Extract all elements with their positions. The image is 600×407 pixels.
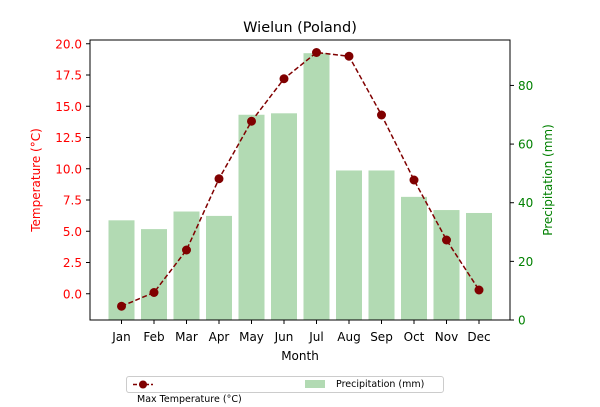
- legend-item-precipitation: Precipitation (mm): [305, 377, 424, 392]
- x-tick-label: Jul: [308, 330, 323, 344]
- x-tick-label: Oct: [404, 330, 425, 344]
- precip-bar-feb: [141, 229, 167, 320]
- left-y-tick-label: 10.0: [55, 162, 82, 176]
- legend-line-marker-icon: [133, 380, 153, 389]
- temp-point-dec: [474, 285, 484, 295]
- temp-point-sep: [377, 110, 386, 120]
- temp-point-jun: [279, 74, 289, 84]
- left-y-tick-label: 17.5: [55, 69, 82, 83]
- right-y-tick-label: 80: [518, 79, 533, 93]
- x-tick-label: Sep: [370, 330, 393, 344]
- left-y-tick-label: 2.5: [63, 256, 82, 270]
- x-tick-label: Aug: [337, 330, 360, 344]
- x-tick-label: Apr: [209, 330, 230, 344]
- x-tick-label: Dec: [467, 330, 490, 344]
- plot-frame: [89, 39, 511, 321]
- precip-bar-dec: [466, 212, 492, 320]
- temperature-line: [117, 48, 484, 311]
- right-y-tick-label: 60: [518, 138, 533, 152]
- x-tick-label: Mar: [175, 330, 198, 344]
- legend-item-temperature: Max Temperature (°C): [131, 377, 242, 405]
- left-y-tick-label: 5.0: [63, 225, 82, 239]
- left-y-tick-label: 0.0: [63, 287, 82, 301]
- right-y-tick-label: 40: [518, 196, 533, 210]
- left-y-axis-label: Temperature (°C): [29, 128, 43, 233]
- precip-bar-aug: [336, 170, 362, 320]
- left-y-axis-ticks: 0.0 2.5 5.0 7.5 10.0 12.5 15.0 17.5 20.0: [55, 37, 90, 301]
- x-axis-label: Month: [281, 349, 319, 363]
- left-y-tick-label: 7.5: [63, 194, 82, 208]
- x-tick-label: Jan: [111, 330, 131, 344]
- x-tick-label: May: [239, 330, 264, 344]
- temp-point-may: [247, 116, 256, 126]
- temp-point-jul: [312, 48, 321, 57]
- left-y-tick-label: 15.0: [55, 100, 82, 114]
- temp-point-feb: [149, 288, 159, 297]
- temp-point-jan: [117, 301, 126, 311]
- precipitation-bars: [108, 53, 492, 320]
- precip-bar-sep: [368, 170, 395, 320]
- temp-point-aug: [344, 51, 354, 61]
- temp-point-mar: [182, 245, 191, 255]
- precip-bar-apr: [206, 215, 232, 320]
- right-y-axis-ticks: 0 20 40 60 80: [510, 79, 533, 328]
- temperature-line-path: [121, 51, 480, 307]
- temp-point-nov: [442, 235, 451, 245]
- legend: Max Temperature (°C) Precipitation (mm): [126, 376, 444, 405]
- legend-bar-swatch-icon: [305, 379, 325, 388]
- x-axis-ticks: Jan Feb Mar Apr May Jun Jul Aug Sep Oct Nov Dec: [111, 320, 491, 344]
- left-y-tick-label: 20.0: [55, 37, 82, 51]
- temp-point-apr: [214, 174, 224, 184]
- precip-bar-mar: [173, 211, 200, 320]
- chart-title: Wielun (Poland): [243, 20, 357, 36]
- precip-bar-jul: [303, 53, 330, 320]
- precip-bar-jun: [271, 113, 297, 320]
- precip-bar-nov: [433, 210, 460, 320]
- left-y-tick-label: 12.5: [55, 131, 82, 145]
- right-y-tick-label: 0: [518, 314, 526, 328]
- precip-bar-oct: [401, 196, 427, 320]
- right-y-axis-label: Precipitation (mm): [541, 124, 555, 236]
- right-y-tick-label: 20: [518, 255, 533, 269]
- legend-label-precipitation: Precipitation (mm): [336, 379, 425, 390]
- temp-point-oct: [409, 175, 419, 185]
- x-tick-label: Feb: [143, 330, 164, 344]
- x-tick-label: Jun: [274, 330, 294, 344]
- precip-bar-may: [238, 114, 265, 320]
- x-tick-label: Nov: [435, 330, 458, 344]
